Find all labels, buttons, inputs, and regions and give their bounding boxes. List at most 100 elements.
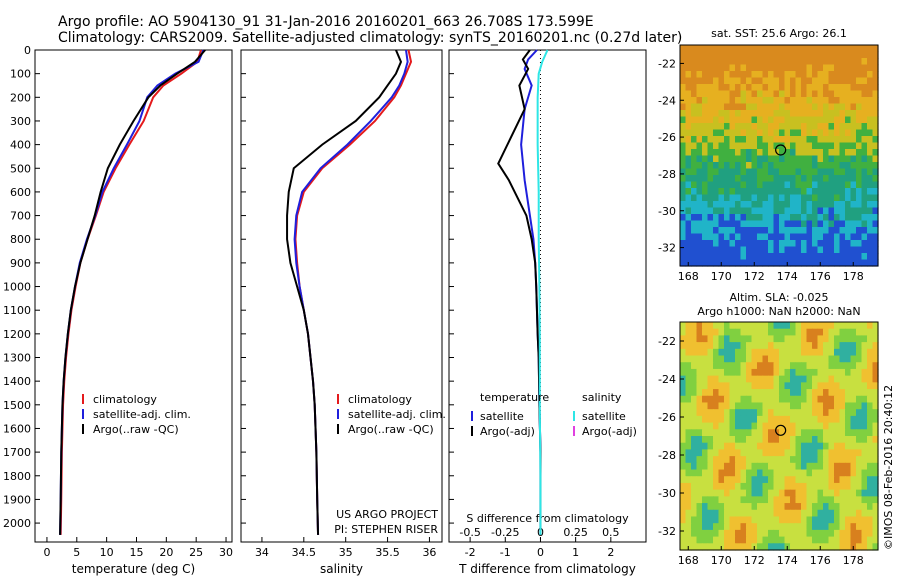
sst-map-cell (680, 45, 687, 53)
sst-map-cell (806, 71, 813, 79)
sla-map-cell (828, 436, 835, 444)
sst-map-cell (856, 97, 863, 105)
sst-map-cell (790, 64, 797, 72)
sst-map-cell (740, 103, 747, 111)
sla-map-cell (702, 328, 709, 337)
sla-map-cell (784, 395, 791, 404)
sst-map-cell (685, 116, 692, 124)
sla-map-cell (861, 523, 868, 531)
sla-map-cell (740, 402, 747, 410)
sla-map-cell (746, 476, 753, 484)
sst-map-cell (724, 58, 731, 66)
sst-map-cell (762, 110, 769, 118)
sst-map-cell (729, 246, 736, 254)
sla-map-cell (751, 523, 758, 531)
sst-map-cell (762, 207, 769, 215)
sst-map-cell (850, 129, 857, 137)
sst-map-cell (817, 51, 824, 59)
sst-map-cell (779, 155, 786, 163)
sst-map-cell (845, 168, 852, 176)
sst-map-cell (762, 233, 769, 241)
sla-map-cell (729, 375, 736, 383)
sla-map-title-line: Altim. SLA: -0.025 (729, 291, 828, 304)
sla-map-cell (845, 335, 852, 343)
sst-map-cell (751, 253, 758, 261)
sst-map-cell (806, 233, 813, 241)
sst-map-cell (702, 64, 709, 72)
sla-map-cell (801, 348, 808, 357)
sst-map-cell (751, 77, 758, 85)
sst-map-cell (724, 97, 731, 105)
sst-map-cell (685, 175, 692, 183)
sla-map-cell (856, 389, 863, 397)
sst-map-cell (713, 227, 720, 235)
sst-map-cell (823, 259, 830, 267)
sla-map-cell (680, 462, 687, 471)
sst-map-cell (779, 253, 786, 261)
sla-map-cell (707, 342, 714, 350)
sla-map-cell (784, 389, 791, 397)
sst-map-cell (680, 227, 687, 235)
sst-map-cell (817, 149, 824, 157)
sst-map-cell (872, 84, 879, 92)
sla-map-cell (718, 402, 725, 410)
sst-map-cell (685, 90, 692, 98)
sla-map-cell (850, 335, 857, 343)
sla-map-cell (790, 342, 797, 350)
sst-map-cell (872, 116, 879, 124)
sst-map-cell (790, 162, 797, 170)
sla-map-cell (856, 395, 863, 404)
sst-map-cell (762, 77, 769, 85)
sla-map-cell (872, 348, 879, 357)
sla-map-cell (834, 476, 841, 484)
sla-map-cell (817, 402, 824, 410)
sla-map-cell (680, 509, 687, 518)
sla-map-cell (779, 436, 786, 444)
sla-map-cell (795, 482, 802, 491)
sst-map-cell (817, 84, 824, 92)
sst-map-cell (817, 90, 824, 98)
sla-map-cell (795, 536, 802, 544)
temp-ytick-label: 600 (10, 186, 31, 199)
sla-map-cell (696, 409, 703, 417)
sla-map-cell (696, 503, 703, 511)
sla-map-cell (702, 436, 709, 444)
sla-map-cell (834, 368, 841, 377)
diff-xtick-label: -2 (465, 546, 476, 559)
sst-map-ytick-label: -24 (658, 94, 676, 107)
sst-map-cell (773, 116, 780, 124)
sla-map-cell (850, 355, 857, 363)
sla-map-cell (691, 355, 698, 363)
profile-title: Argo profile: AO 5904130_91 31-Jan-2016 … (58, 14, 594, 30)
sla-map-cell (872, 429, 879, 437)
sst-map-cell (735, 201, 742, 209)
sst-map-cell (795, 246, 802, 254)
sla-map-cell (839, 328, 846, 337)
sla-map-cell (839, 516, 846, 524)
sst-map-cell (735, 175, 742, 183)
sla-map-cell (861, 409, 868, 417)
sst-map-cell (691, 97, 698, 105)
sst-map-cell (867, 181, 874, 189)
diff-top-tick-label: 0.5 (602, 526, 620, 539)
sla-map-cell (795, 489, 802, 497)
sla-map-cell (867, 402, 874, 410)
sla-map-cell (812, 489, 819, 497)
sst-map-cell (680, 77, 687, 85)
sla-map-cell (724, 429, 731, 437)
sla-map-cell (850, 415, 857, 424)
sla-map-cell (823, 389, 830, 397)
sst-map-cell (806, 84, 813, 92)
sla-map-cell (713, 543, 720, 551)
sst-map-cell (828, 129, 835, 137)
sst-map-cell (779, 162, 786, 170)
sla-map-cell (850, 342, 857, 350)
sst-map-cell (762, 259, 769, 267)
sst-map-cell (856, 214, 863, 222)
sla-map-cell (806, 489, 813, 497)
sst-map-ytick-label: -28 (658, 168, 676, 181)
sla-map-cell (735, 456, 742, 464)
sst-map-cell (812, 123, 819, 131)
sst-map-cell (685, 181, 692, 189)
sst-map-cell (757, 162, 764, 170)
